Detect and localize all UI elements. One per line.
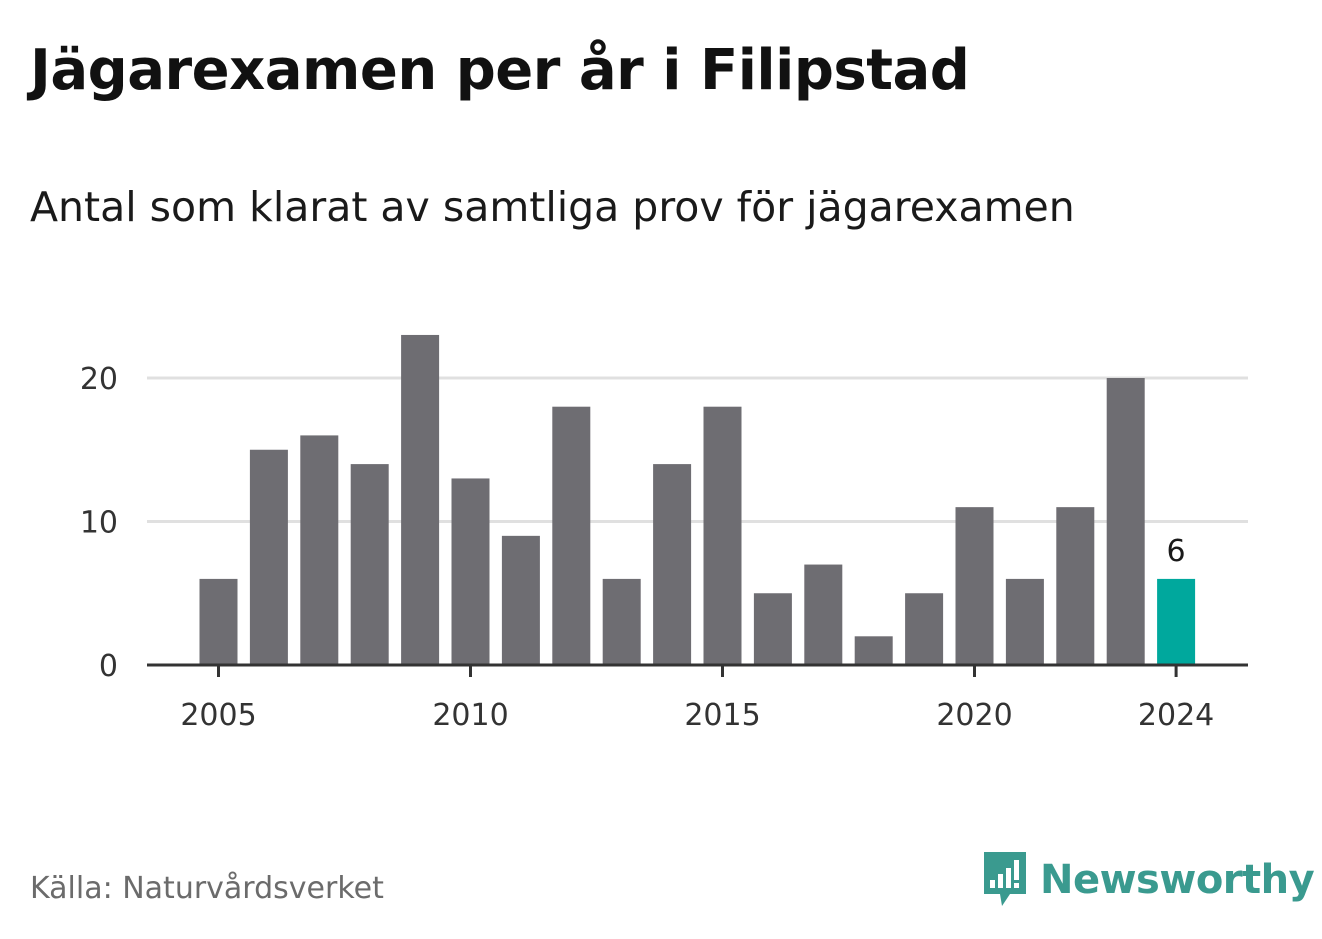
- bar-2018: [854, 636, 893, 665]
- bar-2012: [552, 406, 591, 665]
- bar-2007: [300, 435, 339, 665]
- bar-2021: [1005, 578, 1044, 665]
- y-tick-label: 0: [99, 649, 118, 684]
- bar-2020: [955, 507, 994, 665]
- bar-2005: [199, 578, 238, 665]
- x-tick-label: 2024: [1138, 698, 1214, 733]
- bar-2014: [653, 464, 692, 665]
- x-tick-label: 2010: [432, 698, 508, 733]
- bar-2015: [703, 406, 742, 665]
- chart-title: Jägarexamen per år i Filipstad: [30, 38, 970, 103]
- x-tick-label: 2005: [180, 698, 256, 733]
- highlight-value-label: 6: [1167, 534, 1186, 569]
- bar-2010: [451, 478, 490, 665]
- bar-2009: [401, 334, 440, 665]
- bar-2017: [804, 564, 843, 665]
- bar-2024: [1157, 578, 1196, 665]
- newsworthy-logo[interactable]: Newsworthy: [980, 850, 1315, 910]
- bar-2016: [753, 593, 792, 665]
- bar-2011: [501, 535, 540, 665]
- bar-2006: [249, 449, 288, 665]
- bar-2023: [1106, 378, 1145, 665]
- x-tick-label: 2015: [684, 698, 760, 733]
- source-note: Källa: Naturvårdsverket: [30, 871, 384, 906]
- logo-text: Newsworthy: [1040, 857, 1315, 903]
- bar-2013: [602, 578, 641, 665]
- y-tick-label: 10: [80, 506, 118, 541]
- bar-2008: [350, 464, 389, 665]
- chart-subtitle: Antal som klarat av samtliga prov för jä…: [30, 183, 1075, 231]
- bar-chart: 0 10 20 2005 2010 2015 2020 2024 6: [80, 334, 1248, 733]
- y-tick-label: 20: [80, 362, 118, 397]
- x-tick-label: 2020: [936, 698, 1012, 733]
- bar-2022: [1056, 507, 1095, 665]
- newsworthy-logo-icon: [984, 852, 1026, 906]
- bar-2019: [905, 593, 944, 665]
